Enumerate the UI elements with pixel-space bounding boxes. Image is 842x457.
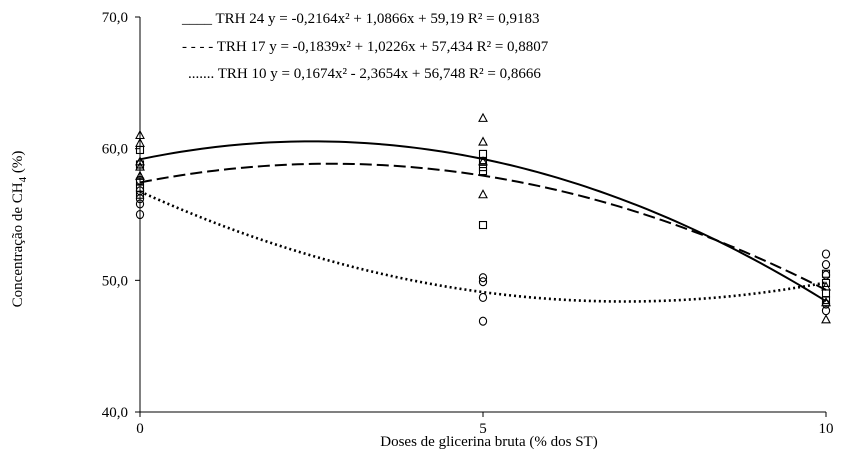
x-tick-label: 10 xyxy=(819,421,834,437)
marker-circle xyxy=(821,299,831,309)
y-tick-label: 70,0 xyxy=(102,10,128,26)
x-tick-label: 0 xyxy=(136,421,144,437)
marker-triangle xyxy=(478,112,488,122)
marker-square xyxy=(821,289,831,298)
marker-triangle xyxy=(821,314,831,324)
legend-entry-trh10: ....... TRH 10 y = 0,1674x² - 2,3654x + … xyxy=(188,66,541,82)
fit-curves xyxy=(139,140,827,303)
marker-circle xyxy=(821,306,831,316)
fit-curve-trh-17 xyxy=(139,162,827,291)
marker-circle xyxy=(821,270,831,280)
legend-entry-trh17: - - - - TRH 17 y = -0,1839x² + 1,0226x +… xyxy=(182,39,549,55)
x-tick-label: 5 xyxy=(479,421,487,437)
y-tick-label: 60,0 xyxy=(102,142,128,158)
y-axis-title-main: Concentração de CH xyxy=(10,182,26,307)
marker-circle xyxy=(135,194,145,204)
y-axis-title-subscript: 4 xyxy=(17,176,29,182)
marker-circle xyxy=(821,259,831,270)
marker-circle xyxy=(821,249,831,259)
y-axis-title: Concentração de CH4 (%) xyxy=(10,151,29,308)
legend-entry-trh24: ____ TRH 24 y = -0,2164x² + 1,0866x + 59… xyxy=(181,11,540,27)
marker-circle xyxy=(478,316,488,326)
marker-circle xyxy=(478,273,488,283)
marker-square xyxy=(478,157,488,166)
marker-square xyxy=(135,160,145,169)
marker-circle xyxy=(135,199,145,209)
marker-square xyxy=(478,167,488,176)
marker-triangle xyxy=(135,161,145,171)
marker-triangle xyxy=(478,136,488,146)
marker-square xyxy=(478,149,488,158)
data-markers xyxy=(135,112,831,326)
y-tick-label: 50,0 xyxy=(102,273,128,289)
marker-triangle xyxy=(821,297,831,307)
marker-square xyxy=(821,296,831,305)
marker-circle xyxy=(135,209,145,220)
marker-triangle xyxy=(478,189,488,199)
marker-triangle xyxy=(135,170,145,180)
fit-curve-trh-10 xyxy=(139,190,827,303)
x-ticks: 0 5 10 xyxy=(136,412,834,437)
y-ticks: 40,0 50,0 60,0 70,0 xyxy=(102,10,140,421)
x-axis-title: Doses de glicerina bruta (% dos ST) xyxy=(380,434,597,450)
legend: ____ TRH 24 y = -0,2164x² + 1,0866x + 59… xyxy=(181,11,549,82)
y-tick-label: 40,0 xyxy=(102,405,128,421)
marker-circle xyxy=(135,175,145,185)
marker-square xyxy=(135,190,145,199)
marker-square xyxy=(478,220,488,230)
marker-circle xyxy=(478,277,488,287)
marker-square xyxy=(135,145,145,155)
marker-circle xyxy=(478,292,488,303)
y-axis-title-tail: (%) xyxy=(10,151,26,177)
